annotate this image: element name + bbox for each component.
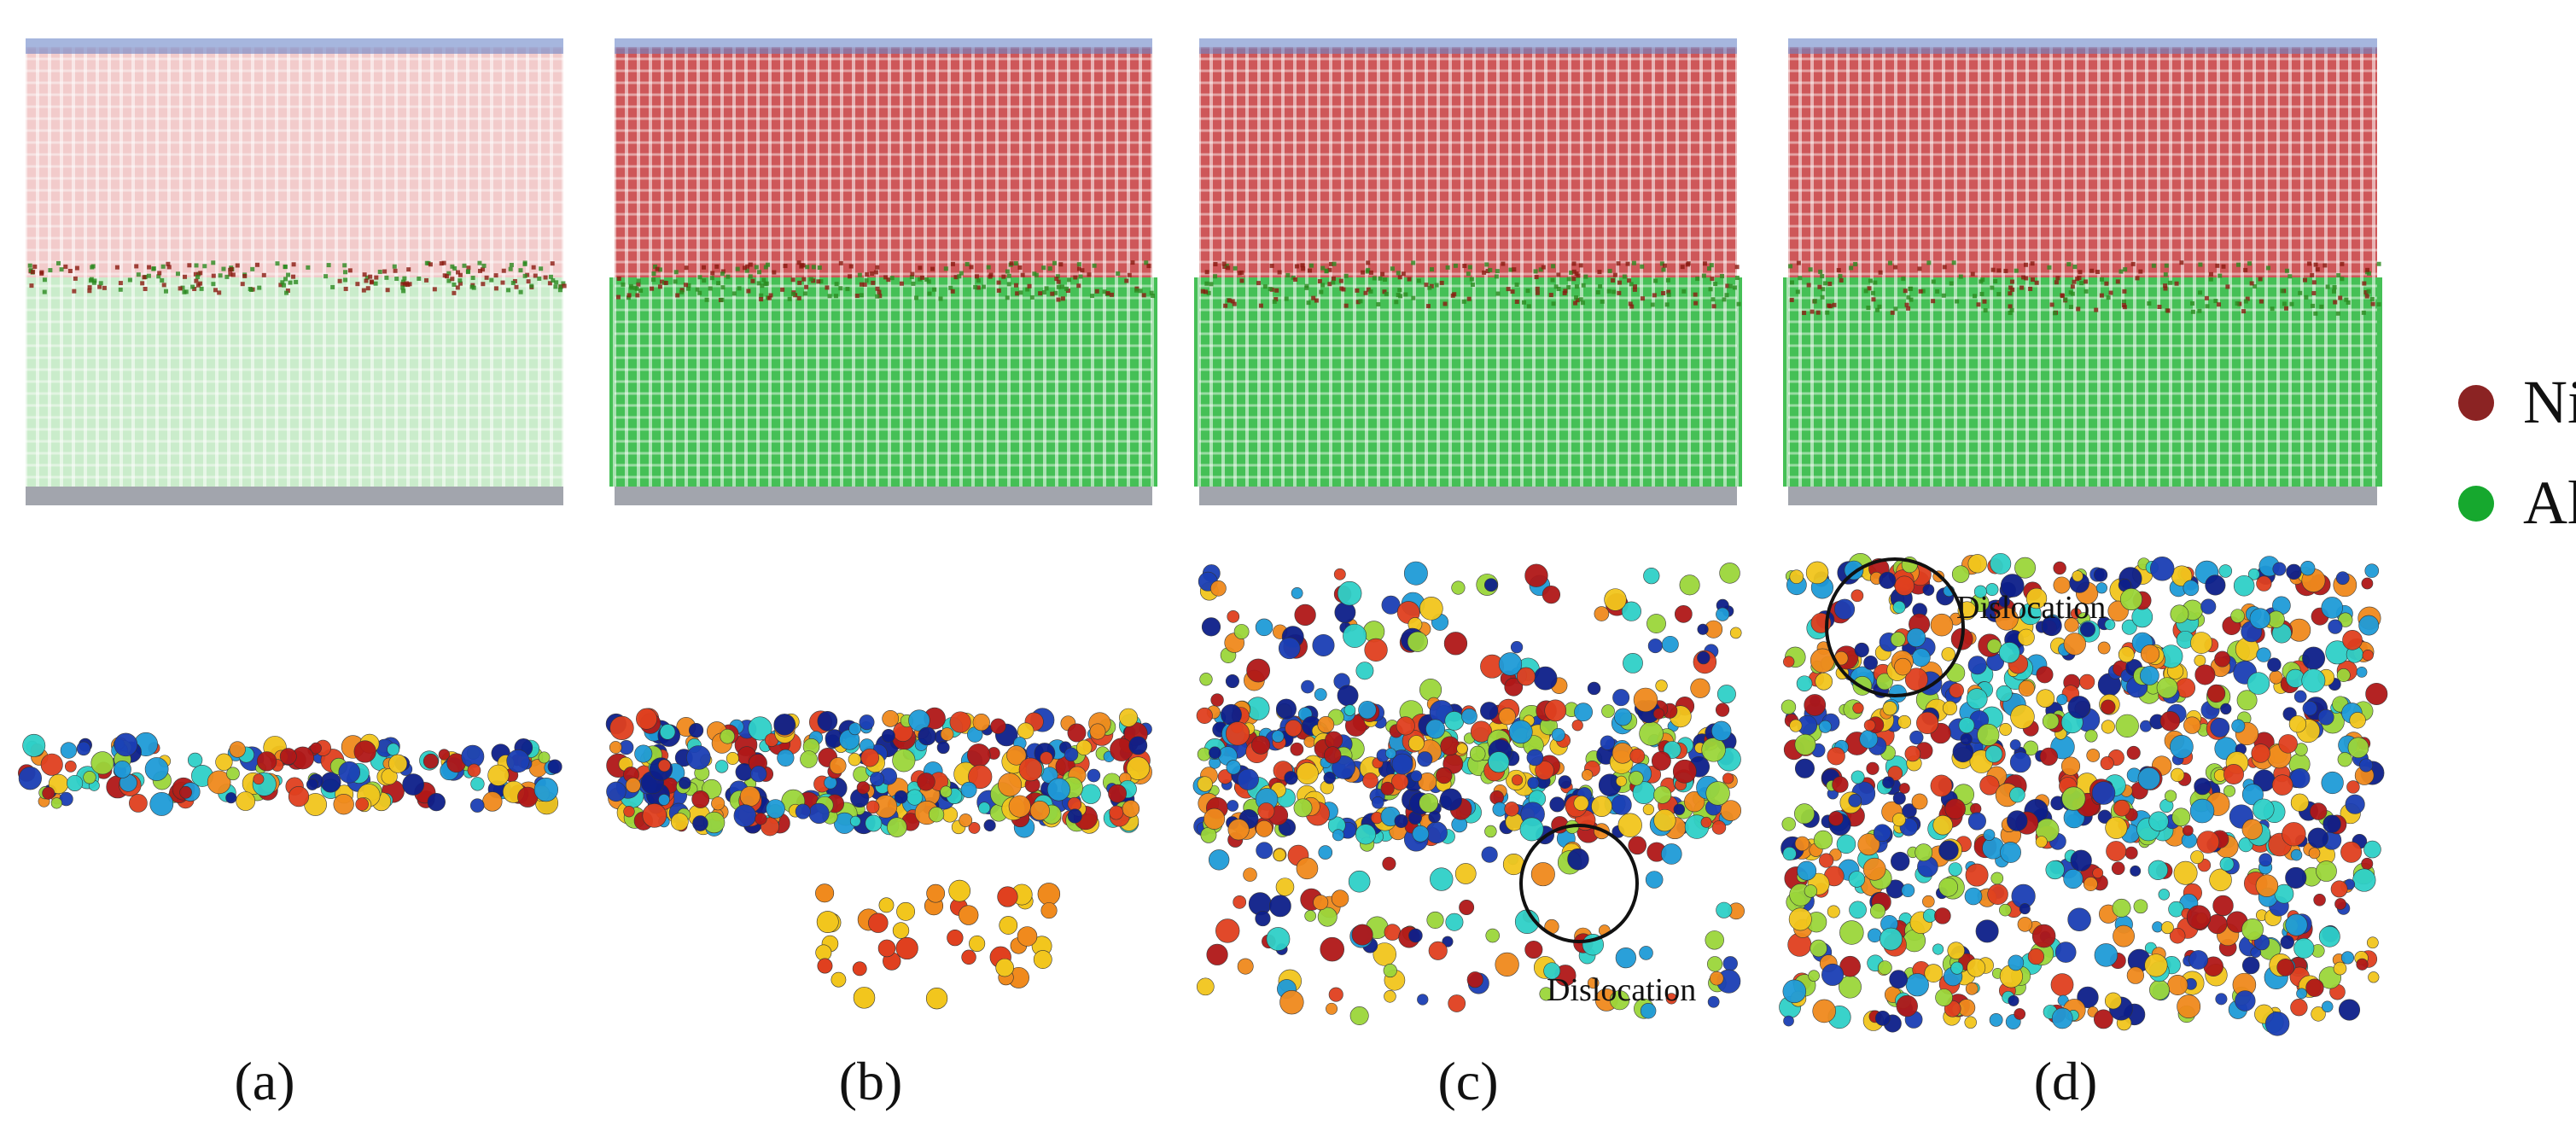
lattice-view bbox=[609, 38, 1157, 505]
bottom-atom-layer bbox=[1788, 487, 2377, 505]
defect-atoms bbox=[1192, 561, 1745, 1025]
bottom-atom-layer bbox=[1199, 487, 1737, 505]
ni-region bbox=[615, 47, 1152, 277]
dislocation-marker bbox=[1825, 557, 1965, 697]
defect-atoms bbox=[605, 707, 1152, 1010]
defect-atoms bbox=[1779, 552, 2388, 1036]
caption-c: (c) bbox=[1437, 1051, 1499, 1111]
caption-b: (b) bbox=[838, 1051, 903, 1111]
bottom-atom-layer bbox=[26, 487, 563, 505]
lattice-view bbox=[1783, 38, 2382, 505]
legend-ni-label: Ni bbox=[2523, 368, 2576, 436]
dislocation-label-d: Dislocation bbox=[1956, 590, 2107, 626]
legend-al-label: Al bbox=[2523, 469, 2576, 537]
ni-region bbox=[1199, 47, 1737, 277]
al-dot-icon bbox=[2458, 485, 2494, 522]
defect-atoms bbox=[18, 732, 562, 816]
dislocation-marker bbox=[1519, 824, 1639, 943]
al-region bbox=[1194, 277, 1742, 487]
al-region bbox=[609, 277, 1157, 487]
top-atom-layer bbox=[615, 38, 1152, 54]
dislocation-label-c: Dislocation bbox=[1547, 972, 1697, 1008]
top-atom-layer bbox=[26, 38, 563, 54]
top-atom-layer bbox=[1199, 38, 1737, 54]
panel-a bbox=[18, 38, 567, 816]
lattice-view bbox=[1194, 38, 1742, 505]
panel-c bbox=[1192, 38, 1745, 1025]
ni-dot-icon bbox=[2458, 384, 2494, 421]
al-region bbox=[26, 277, 563, 487]
panel-b bbox=[605, 38, 1157, 1010]
ni-region bbox=[26, 47, 563, 277]
caption-a: (a) bbox=[234, 1051, 295, 1111]
legend-ni: Ni bbox=[2458, 367, 2576, 438]
caption-d: (d) bbox=[2033, 1051, 2098, 1111]
legend-al: Al bbox=[2458, 468, 2576, 539]
bottom-atom-layer bbox=[615, 487, 1152, 505]
top-atom-layer bbox=[1788, 38, 2377, 54]
lattice-view bbox=[24, 38, 567, 505]
panel-d bbox=[1779, 38, 2388, 1036]
